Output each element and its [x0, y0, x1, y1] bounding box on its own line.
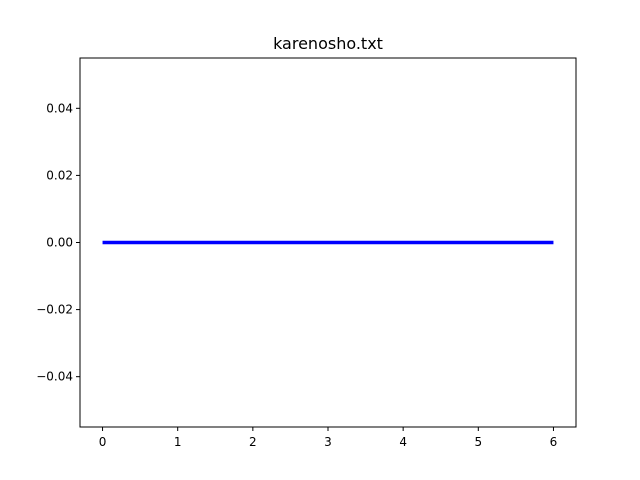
y-axis: 0.04 0.02 0.00 −0.02 −0.04: [36, 101, 80, 384]
y-tick-label: 0.04: [46, 101, 73, 115]
y-tick-label: −0.02: [36, 303, 73, 317]
x-tick-label: 4: [399, 435, 407, 449]
y-tick-label: 0.02: [46, 168, 73, 182]
x-tick-label: 0: [99, 435, 107, 449]
y-tick-label: −0.04: [36, 370, 73, 384]
x-tick-label: 3: [324, 435, 332, 449]
x-tick-label: 6: [550, 435, 558, 449]
chart-title: karenosho.txt: [273, 34, 383, 53]
x-tick-label: 1: [174, 435, 182, 449]
x-axis: 0 1 2 3 4 5 6: [99, 427, 558, 449]
x-tick-label: 5: [474, 435, 482, 449]
x-tick-label: 2: [249, 435, 257, 449]
y-tick-label: 0.00: [46, 236, 73, 250]
